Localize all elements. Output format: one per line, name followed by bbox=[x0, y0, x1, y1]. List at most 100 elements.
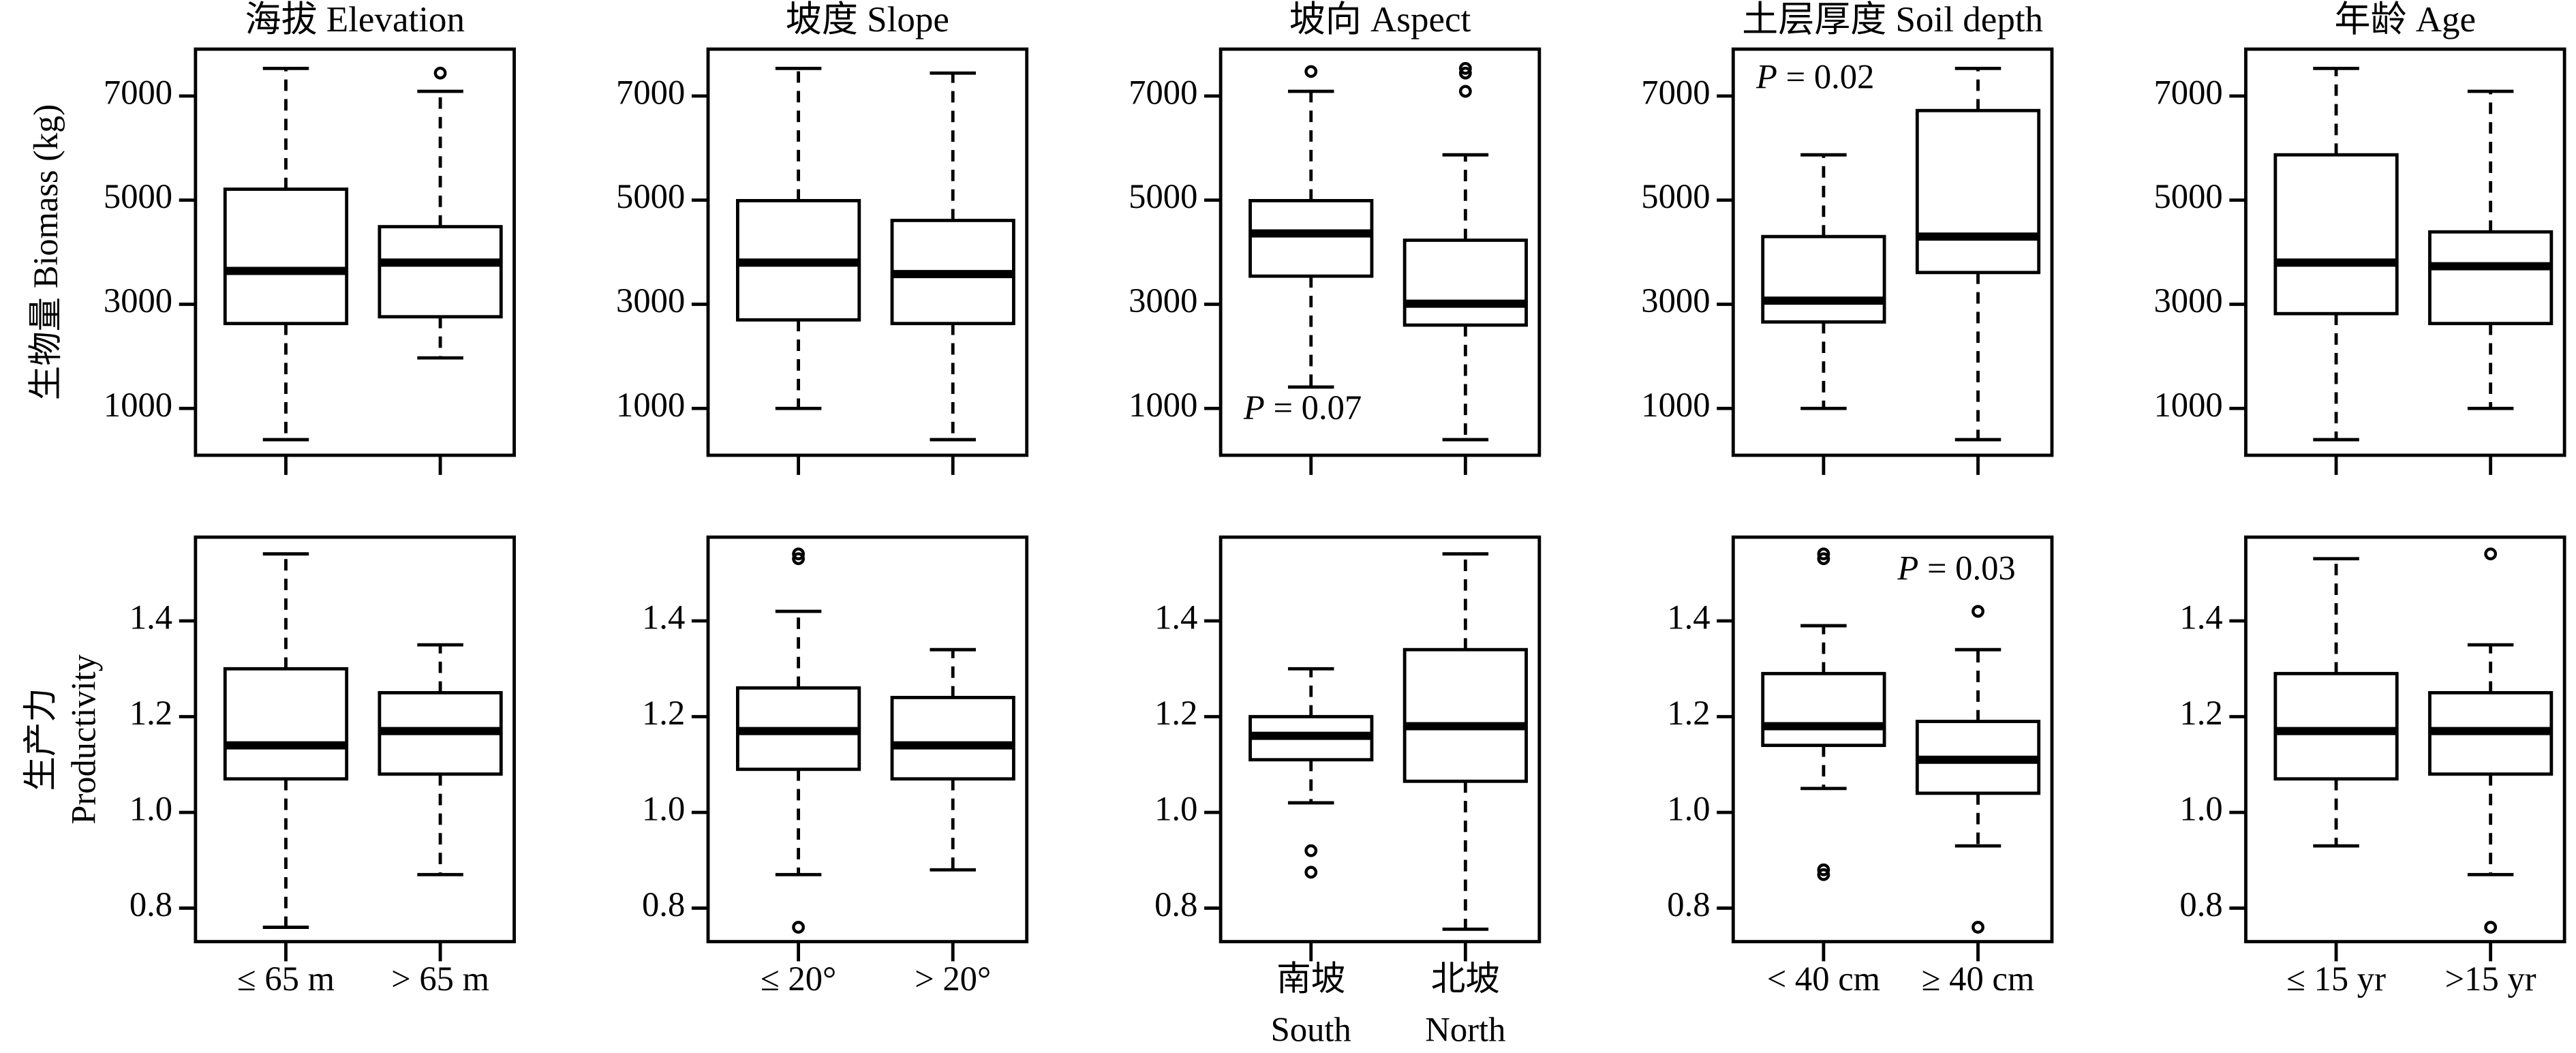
plot-frame bbox=[2244, 535, 2566, 944]
outlier bbox=[1817, 552, 1830, 566]
plot-frame bbox=[1218, 47, 1542, 457]
x-tick-label: ≥ 40 cm bbox=[1922, 960, 2035, 998]
annotation: P = 0.02 bbox=[1755, 57, 1874, 95]
y-tick-label: 0.8 bbox=[1667, 885, 1710, 924]
y-tick-label: 1.4 bbox=[642, 598, 685, 637]
y-tick-label: 7000 bbox=[104, 73, 172, 111]
panel: 年龄 Age 1000 3000 5000 7000 bbox=[2153, 0, 2566, 475]
x-tick-label: 南坡 bbox=[1276, 960, 1345, 998]
plot-frame bbox=[2244, 47, 2566, 457]
plot-frame bbox=[706, 47, 1029, 457]
y-tick-label: 3000 bbox=[2153, 281, 2222, 320]
y-tick-label: 1.2 bbox=[642, 694, 685, 732]
plot-frame bbox=[194, 47, 516, 457]
plot-frame bbox=[1218, 535, 1542, 944]
box bbox=[223, 667, 349, 781]
outlier bbox=[1458, 61, 1472, 75]
y-tick-label: 1.0 bbox=[1667, 790, 1710, 828]
box bbox=[1402, 239, 1528, 327]
x-tick-label: < 40 cm bbox=[1767, 960, 1880, 998]
y-tick-label: 0.8 bbox=[2179, 885, 2222, 924]
x-tick-label: ≤ 15 yr bbox=[2286, 960, 2386, 998]
outlier bbox=[792, 552, 806, 566]
y-tick-label: 1000 bbox=[2153, 386, 2222, 424]
x-tick-label: ≤ 65 m bbox=[237, 960, 335, 998]
panel: 生产力 Productivity 0.8 1.0 1.2 1.4 ≤ 65 m > 65 m bbox=[22, 535, 516, 998]
outlier bbox=[2484, 921, 2498, 934]
outlier bbox=[1817, 868, 1830, 881]
y-axis-label: 生物量 Biomass (kg) bbox=[27, 104, 65, 400]
panel: 坡向 Aspect 1000 3000 5000 7000 P = 0.07 bbox=[1129, 0, 1542, 475]
y-tick-label: 1.4 bbox=[2179, 598, 2222, 637]
panel: 0.8 1.0 1.2 1.4 ≤ 15 yr >15 yr bbox=[2179, 535, 2566, 998]
plot-frame bbox=[194, 535, 516, 944]
y-tick-label: 0.8 bbox=[642, 885, 685, 924]
y-tick-label: 7000 bbox=[616, 73, 685, 111]
box bbox=[2428, 230, 2554, 326]
box bbox=[1761, 671, 1886, 748]
panel-title: 年龄 Age bbox=[2334, 0, 2476, 40]
panel: 海拔 Elevation 生物量 Biomass (kg) 1000 3000 5000… bbox=[27, 0, 516, 475]
y-tick-label: 1.4 bbox=[129, 598, 172, 637]
y-tick-label: 3000 bbox=[1641, 281, 1710, 320]
box bbox=[223, 187, 349, 326]
outlier bbox=[1304, 844, 1318, 857]
panel: 土层厚度 Soil depth 1000 3000 5000 7000 P = 0.02 bbox=[1641, 0, 2054, 475]
y-tick-label: 1000 bbox=[1129, 386, 1197, 424]
box bbox=[1248, 198, 1374, 278]
outlier bbox=[1304, 866, 1318, 879]
y-tick-label: 5000 bbox=[2153, 177, 2222, 215]
plot-frame bbox=[1731, 535, 2054, 944]
box bbox=[890, 696, 1015, 781]
panel: 0.8 1.0 1.2 1.4 < 40 cm ≥ 40 cm P = 0.03 bbox=[1667, 535, 2054, 998]
y-tick-label: 1000 bbox=[104, 386, 172, 424]
y-tick-label: 1.2 bbox=[1667, 694, 1710, 732]
outlier bbox=[792, 547, 806, 561]
panel: 0.8 1.0 1.2 1.4 南坡 South 北坡 North bbox=[1154, 535, 1542, 1049]
box bbox=[1402, 647, 1528, 783]
x-tick-label: South bbox=[1271, 1011, 1351, 1049]
panel: 0.8 1.0 1.2 1.4 ≤ 20° > 20° bbox=[642, 535, 1029, 998]
y-tick-label: 1.2 bbox=[129, 694, 172, 732]
y-tick-label: 1.0 bbox=[2179, 790, 2222, 828]
y-axis-label: Productivity bbox=[64, 654, 102, 824]
panel-title: 土层厚度 Soil depth bbox=[1742, 0, 2043, 40]
panel: 坡度 Slope 1000 3000 5000 7000 bbox=[616, 0, 1029, 475]
y-tick-label: 1000 bbox=[1641, 386, 1710, 424]
y-tick-label: 5000 bbox=[104, 177, 172, 215]
y-tick-label: 0.8 bbox=[1154, 885, 1197, 924]
y-tick-label: 1.0 bbox=[642, 790, 685, 828]
outlier bbox=[792, 921, 806, 934]
plot-frame bbox=[1731, 47, 2054, 457]
y-tick-label: 3000 bbox=[1129, 281, 1197, 320]
y-tick-label: 7000 bbox=[1129, 73, 1197, 111]
y-tick-label: 5000 bbox=[1641, 177, 1710, 215]
y-tick-label: 0.8 bbox=[129, 885, 172, 924]
x-tick-label: North bbox=[1425, 1011, 1505, 1049]
x-tick-label: ≤ 20° bbox=[761, 960, 836, 998]
x-tick-label: >15 yr bbox=[2445, 960, 2536, 998]
box bbox=[378, 225, 503, 319]
y-tick-label: 5000 bbox=[616, 177, 685, 215]
box bbox=[1761, 234, 1886, 324]
box bbox=[2273, 671, 2399, 781]
y-tick-label: 1.2 bbox=[1154, 694, 1197, 732]
outlier bbox=[433, 66, 447, 80]
plot-frame bbox=[706, 535, 1029, 944]
outlier bbox=[1458, 66, 1472, 80]
y-tick-label: 7000 bbox=[1641, 73, 1710, 111]
y-tick-label: 3000 bbox=[104, 281, 172, 320]
y-tick-label: 7000 bbox=[2153, 73, 2222, 111]
y-axis-label: 生产力 bbox=[22, 688, 60, 791]
outlier bbox=[1458, 85, 1472, 98]
y-tick-label: 5000 bbox=[1129, 177, 1197, 215]
outlier bbox=[1304, 65, 1318, 78]
annotation: P = 0.03 bbox=[1897, 549, 2015, 587]
y-tick-label: 1.4 bbox=[1154, 598, 1197, 637]
panel-title: 坡向 Aspect bbox=[1289, 0, 1471, 40]
outlier bbox=[2484, 547, 2498, 561]
x-tick-label: > 20° bbox=[915, 960, 991, 998]
box bbox=[2273, 153, 2399, 316]
